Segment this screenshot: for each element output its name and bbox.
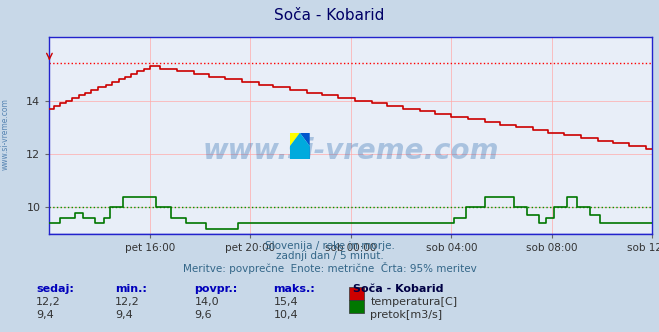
Text: zadnji dan / 5 minut.: zadnji dan / 5 minut. <box>275 251 384 261</box>
Text: 9,6: 9,6 <box>194 310 212 320</box>
Text: Soča - Kobarid: Soča - Kobarid <box>274 8 385 23</box>
Text: 15,4: 15,4 <box>273 297 298 307</box>
Text: min.:: min.: <box>115 284 147 294</box>
Polygon shape <box>290 133 310 159</box>
Polygon shape <box>290 133 300 146</box>
Text: povpr.:: povpr.: <box>194 284 238 294</box>
Text: Meritve: povprečne  Enote: metrične  Črta: 95% meritev: Meritve: povprečne Enote: metrične Črta:… <box>183 262 476 274</box>
Text: 10,4: 10,4 <box>273 310 298 320</box>
Polygon shape <box>290 133 310 159</box>
Text: www.si-vreme.com: www.si-vreme.com <box>1 99 10 170</box>
Text: 9,4: 9,4 <box>36 310 54 320</box>
Text: Soča - Kobarid: Soča - Kobarid <box>353 284 443 294</box>
Text: 9,4: 9,4 <box>115 310 133 320</box>
Text: 14,0: 14,0 <box>194 297 219 307</box>
Text: Slovenija / reke in morje.: Slovenija / reke in morje. <box>264 241 395 251</box>
Text: 12,2: 12,2 <box>36 297 61 307</box>
Text: sedaj:: sedaj: <box>36 284 74 294</box>
Text: pretok[m3/s]: pretok[m3/s] <box>370 310 442 320</box>
Text: temperatura[C]: temperatura[C] <box>370 297 457 307</box>
Text: www.si-vreme.com: www.si-vreme.com <box>203 137 499 165</box>
Text: 12,2: 12,2 <box>115 297 140 307</box>
Text: maks.:: maks.: <box>273 284 315 294</box>
